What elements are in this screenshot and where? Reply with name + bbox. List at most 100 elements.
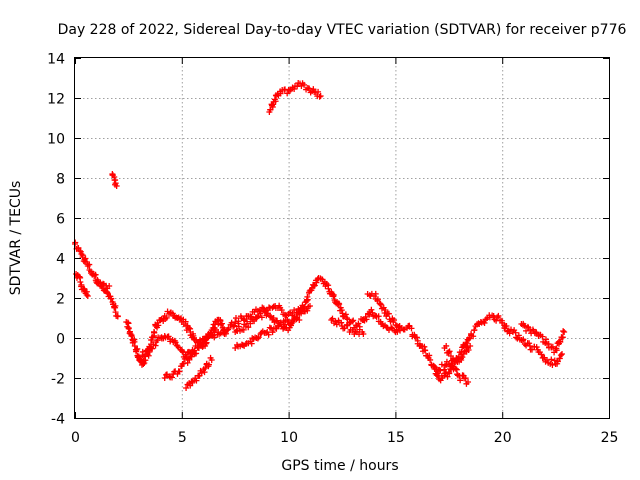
data-point [304,296,311,303]
data-point [149,345,156,352]
data-point [210,332,217,339]
grid-lines [75,58,609,418]
series-late-trace [501,325,566,368]
data-point [186,356,193,363]
data-point [459,354,466,361]
data-point [441,366,448,373]
data-point [523,327,530,334]
data-point [446,370,453,377]
data-point [134,345,141,352]
data-point [338,307,345,314]
plot-frame [74,57,610,419]
data-point [198,369,205,376]
data-point [557,352,564,359]
data-point [343,321,350,328]
data-point [325,285,332,292]
data-point [221,331,228,337]
data-point [414,337,421,344]
data-point [281,86,288,93]
y-tick-label: 0 [56,332,65,348]
data-point [430,363,437,369]
data-points [72,80,568,391]
data-point [349,318,356,325]
data-point [145,352,152,359]
data-point [232,319,239,325]
data-point [235,318,242,325]
y-tick-label: 8 [56,172,65,188]
data-point [446,348,453,355]
y-tick-label: 6 [56,212,65,228]
data-point [128,333,135,340]
data-point [463,340,470,347]
data-point [317,93,324,99]
data-point [176,368,183,375]
data-point [515,332,522,339]
data-point [559,351,566,357]
data-point [277,90,284,97]
data-point [350,317,357,324]
data-point [245,324,252,331]
data-point [343,315,350,322]
data-point [79,252,86,259]
series-pm-mid [441,342,474,365]
data-point [375,313,382,320]
data-point [183,385,190,391]
data-point [494,314,501,321]
data-point [548,356,555,363]
data-point [274,317,281,324]
data-point [313,279,320,286]
data-point [355,320,362,327]
data-point [257,310,264,317]
data-point [444,373,451,380]
data-point [301,81,308,88]
data-point [84,293,91,299]
data-point [193,377,200,384]
data-point [427,356,434,363]
data-point [139,348,146,355]
series-noon-lower [328,315,367,338]
data-point [538,351,545,358]
data-point [385,310,392,317]
data-point [560,328,567,335]
data-point [549,361,556,368]
data-point [108,295,115,302]
data-point [336,301,343,308]
data-point [251,318,258,325]
series-pm-lower [435,358,472,387]
data-point [290,317,297,324]
data-point [161,375,168,381]
data-point [382,306,389,313]
y-tick-label: 10 [47,132,65,148]
data-point [506,330,513,337]
data-point [447,353,454,359]
data-point [202,365,209,371]
y-axis-label: SDTVAR / TECUs [8,181,24,296]
data-point [304,307,311,314]
data-point [465,347,472,354]
data-point [443,342,450,349]
data-point [457,377,464,384]
data-point [125,324,132,331]
x-tick-label: 15 [387,430,405,446]
data-point [467,343,474,349]
data-point [244,318,251,325]
data-point [395,323,402,330]
data-point [137,356,144,363]
data-point [148,344,155,351]
data-point [396,323,403,329]
data-point [266,313,273,320]
y-tick-label: -2 [51,372,65,388]
series-neg-trace-b [183,354,215,391]
data-point [344,322,351,329]
chart-title: Day 228 of 2022, Sidereal Day-to-day VTE… [58,22,627,38]
data-point [338,319,345,326]
data-point [481,320,488,327]
data-point [278,307,285,314]
data-point [76,247,83,254]
data-point [363,316,370,323]
data-point [561,329,568,335]
x-tick-label: 5 [178,430,187,446]
data-point [163,314,170,321]
data-point [157,317,164,323]
data-point [291,86,298,93]
